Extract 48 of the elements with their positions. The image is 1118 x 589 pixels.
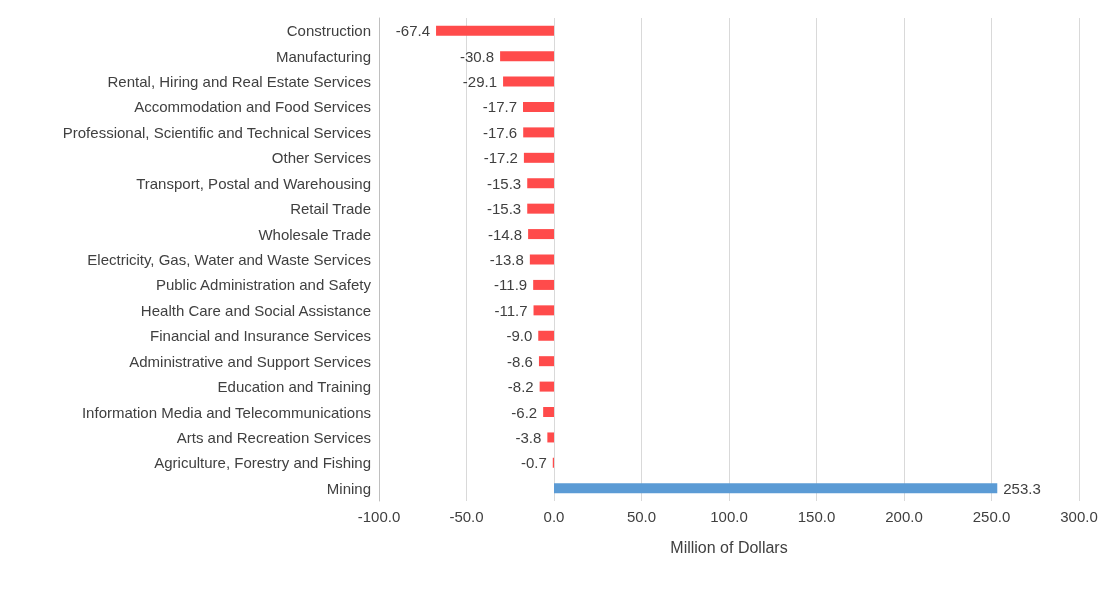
data-label: -6.2 xyxy=(511,403,538,421)
data-label: -9.0 xyxy=(506,327,533,345)
data-label: -29.1 xyxy=(462,73,498,91)
x-tick-label: -50.0 xyxy=(449,508,484,525)
y-tick-label: Other Services xyxy=(271,149,371,167)
data-label: -30.8 xyxy=(459,47,495,65)
data-label: -17.6 xyxy=(483,123,518,141)
data-label: -13.8 xyxy=(489,251,524,268)
y-tick-label: Professional, Scientific and Technical Services xyxy=(62,123,371,141)
y-tick-label: Manufacturing xyxy=(275,47,371,65)
data-label: -15.3 xyxy=(487,174,522,192)
y-tick-label: Public Administration and Safety xyxy=(155,276,372,294)
data-label: -8.6 xyxy=(507,352,533,370)
y-tick-label: Electricity, Gas, Water and Waste Services xyxy=(87,251,371,268)
data-label: -11.7 xyxy=(494,301,528,319)
data-label: -14.8 xyxy=(487,225,523,243)
y-tick-label: Arts and Recreation Services xyxy=(176,428,371,446)
y-tick-label: Mining xyxy=(326,479,371,497)
y-tick-label: Education and Training xyxy=(217,378,371,396)
data-label: -67.4 xyxy=(395,22,431,40)
x-tick-label: 150.0 xyxy=(797,508,836,525)
y-tick-label: Retail Trade xyxy=(290,200,371,218)
data-label: -11.9 xyxy=(494,276,528,294)
y-tick-label: Financial and Insurance Services xyxy=(150,327,371,345)
y-tick-label: Information Media and Telecommunications xyxy=(81,403,371,421)
data-label: -17.2 xyxy=(483,149,518,167)
data-label: -17.7 xyxy=(482,98,518,116)
y-tick-label: Wholesale Trade xyxy=(258,225,371,243)
x-tick-label: 100.0 xyxy=(710,508,748,525)
x-tick-label: 50.0 xyxy=(626,508,657,525)
x-axis-title: Million of Dollars xyxy=(670,538,788,556)
x-tick-label: 0.0 xyxy=(543,508,565,525)
data-label: -15.3 xyxy=(487,200,522,218)
data-label: -8.2 xyxy=(507,378,534,396)
data-label: 253.3 xyxy=(1003,479,1041,497)
data-label: -3.8 xyxy=(515,428,542,446)
y-tick-label: Rental, Hiring and Real Estate Services xyxy=(107,73,371,91)
y-tick-label: Administrative and Support Services xyxy=(129,352,371,370)
y-tick-label: Transport, Postal and Warehousing xyxy=(136,174,371,192)
x-tick-label: -100.0 xyxy=(357,508,401,525)
x-tick-label: 250.0 xyxy=(972,508,1011,525)
x-tick-label: 200.0 xyxy=(885,508,923,525)
x-tick-label: 300.0 xyxy=(1060,508,1098,525)
y-tick-label: Accommodation and Food Services xyxy=(134,98,371,116)
data-label: -0.7 xyxy=(520,454,547,472)
y-tick-label: Agriculture, Forestry and Fishing xyxy=(154,454,371,472)
y-tick-label: Health Care and Social Assistance xyxy=(140,301,371,319)
y-tick-label: Construction xyxy=(286,22,371,40)
